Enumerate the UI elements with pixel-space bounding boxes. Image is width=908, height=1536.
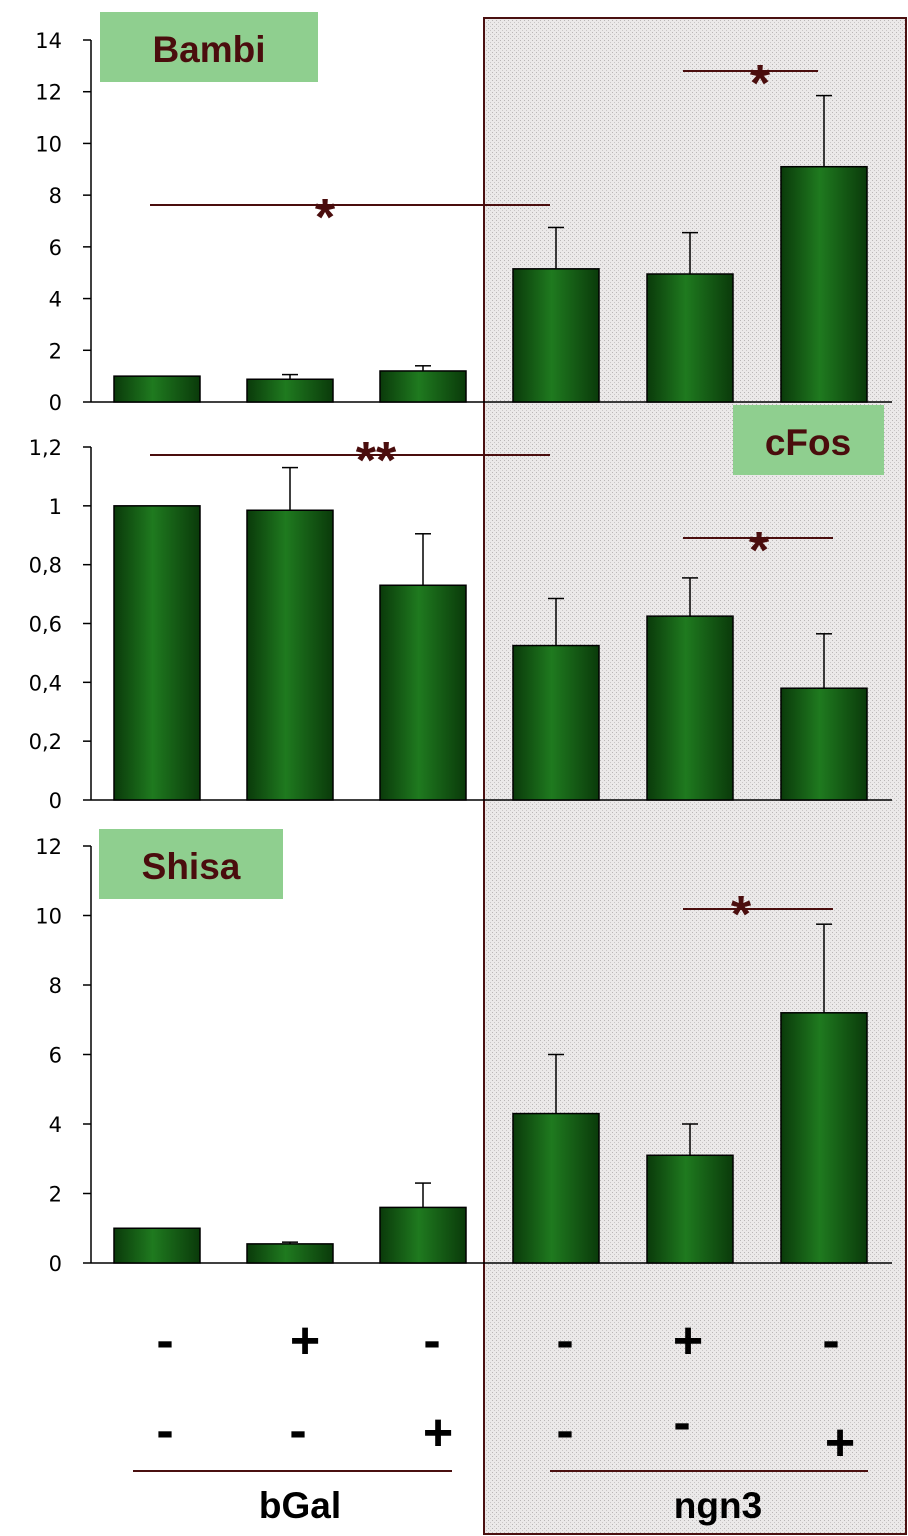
y-tick-label: 1,2 (29, 436, 62, 460)
bar (379, 1206, 467, 1264)
chart-panel-shisa: 0 2 4 6 8 10 12 Shisa * (35, 829, 892, 1276)
condition-sign: - (822, 1312, 839, 1370)
y-tick-label: 2 (49, 339, 62, 363)
ngn3-group-label: ngn3 (674, 1485, 762, 1526)
y-tick-label: 14 (35, 29, 62, 53)
y-tick-label: 0,8 (29, 554, 62, 578)
condition-sign: - (673, 1394, 690, 1452)
bgal-group-label: bGal (259, 1485, 341, 1526)
condition-sign: - (556, 1402, 573, 1460)
bar (780, 165, 868, 403)
bar (646, 1154, 734, 1264)
bar (113, 1227, 201, 1264)
condition-sign: + (423, 1404, 453, 1462)
bar (246, 378, 334, 403)
bar (512, 1112, 600, 1264)
y-tick-label: 1 (49, 495, 62, 519)
y-tick-label: 10 (35, 905, 62, 929)
y-tick-label: 0 (49, 789, 62, 813)
condition-sign: - (156, 1402, 173, 1460)
bar (780, 687, 868, 801)
y-tick-label: 12 (35, 81, 62, 105)
significance-star: * (315, 189, 336, 247)
y-tick-label: 12 (35, 835, 62, 859)
gene-label-box (100, 12, 318, 82)
gene-label: Shisa (142, 846, 241, 887)
bar (646, 615, 734, 801)
y-tick-label: 0 (49, 1252, 62, 1276)
condition-sign: - (289, 1402, 306, 1460)
bar (379, 584, 467, 801)
y-tick-label: 6 (49, 1044, 62, 1068)
gene-label: Bambi (152, 29, 265, 70)
condition-sign: + (673, 1312, 703, 1370)
condition-sign: - (556, 1312, 573, 1370)
significance-star: * (731, 886, 752, 944)
bar (512, 644, 600, 801)
condition-row-1: - + - - + - (156, 1312, 839, 1370)
y-tick-label: 0,2 (29, 730, 62, 754)
bar (379, 370, 467, 403)
y-tick-label: 0,4 (29, 671, 62, 695)
gene-label: cFos (765, 422, 851, 463)
y-tick-label: 2 (49, 1183, 62, 1207)
y-tick-label: 6 (49, 236, 62, 260)
y-tick-label: 8 (49, 974, 62, 998)
y-tick-label: 0,6 (29, 613, 62, 637)
condition-sign: + (290, 1312, 320, 1370)
chart-panel-cfos: 00,20,40,60,811,2 cFos*** (29, 405, 892, 813)
gene-label-box (99, 829, 283, 899)
condition-sign: - (156, 1312, 173, 1370)
y-tick-label: 0 (49, 391, 62, 415)
chart-panel-bambi: 0 2 4 6 8 10 12 14 Bambi * * (35, 12, 892, 415)
gene-label-box (733, 405, 884, 475)
bar (780, 1012, 868, 1264)
condition-sign: + (825, 1414, 855, 1472)
bar (646, 273, 734, 403)
bar (246, 1243, 334, 1264)
condition-sign: - (423, 1312, 440, 1370)
bar (113, 505, 201, 801)
y-tick-label: 4 (49, 1113, 62, 1137)
y-tick-label: 8 (49, 184, 62, 208)
condition-row-2: - - + - - + (156, 1394, 855, 1472)
bar (113, 375, 201, 403)
y-tick-label: 10 (35, 132, 62, 156)
significance-star: * (749, 522, 770, 580)
y-tick-label: 4 (49, 288, 62, 312)
bar (512, 268, 600, 403)
significance-star: * (750, 55, 771, 113)
bar (246, 509, 334, 801)
significance-star: ** (356, 432, 397, 490)
